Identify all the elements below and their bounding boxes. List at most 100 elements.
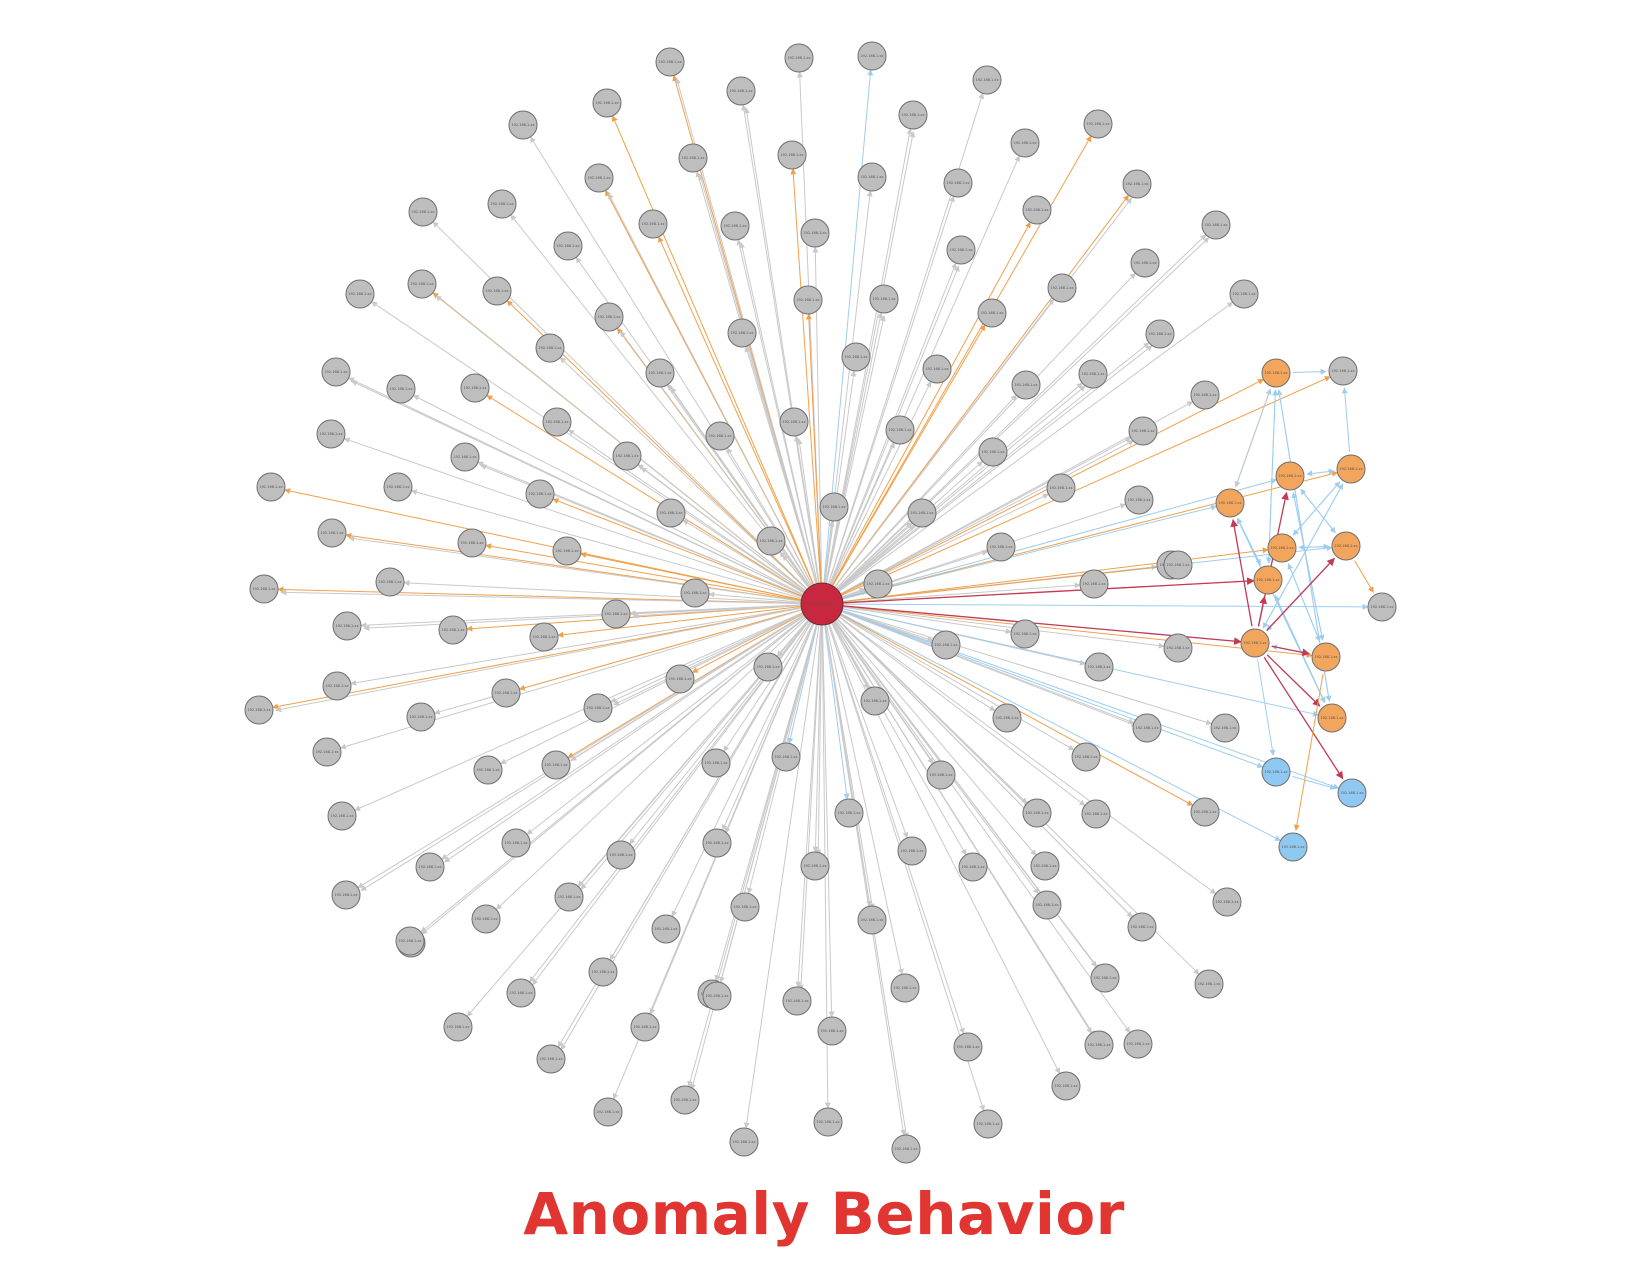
host-node[interactable]: 192.168.1.xx — [1032, 890, 1062, 920]
host-node[interactable]: 192.168.1.xx — [1081, 799, 1111, 829]
host-node[interactable]: 192.168.1.xx — [946, 235, 976, 265]
host-node[interactable]: 192.168.1.xx — [1190, 797, 1220, 827]
host-node[interactable]: 192.168.1.xx — [885, 415, 915, 445]
host-node[interactable]: 192.168.1.xx — [1190, 380, 1220, 410]
host-node[interactable]: 192.168.1.xx — [1163, 550, 1193, 580]
host-node[interactable]: 192.168.1.xx — [907, 498, 937, 528]
host-node[interactable]: 192.168.1.xx — [726, 76, 756, 106]
host-node[interactable]: 192.168.1.xx — [926, 760, 956, 790]
host-node[interactable]: 192.168.1.xx — [450, 442, 480, 472]
host-node[interactable]: 192.168.1.xx — [244, 695, 274, 725]
host-node[interactable]: 192.168.1.xx — [860, 686, 890, 716]
host-node[interactable]: 192.168.1.xx — [834, 798, 864, 828]
host-node[interactable]: 192.168.1.xx — [986, 532, 1016, 562]
host-node[interactable]: 192.168.1.xx — [1122, 169, 1152, 199]
host-node[interactable]: 192.168.1.xx — [1051, 1071, 1081, 1101]
host-node[interactable]: 192.168.1.xx — [1123, 1029, 1153, 1059]
host-node[interactable]: 192.168.1.xx — [972, 65, 1002, 95]
suspicious-node[interactable]: 192.168.1.xx — [1275, 461, 1305, 491]
host-node[interactable]: 192.168.1.xx — [630, 1012, 660, 1042]
suspicious-node[interactable]: 192.168.1.xx — [1311, 642, 1341, 672]
host-node[interactable]: 192.168.1.xx — [552, 536, 582, 566]
host-node[interactable]: 192.168.1.xx — [312, 737, 342, 767]
host-node[interactable]: 192.168.1.xx — [1127, 912, 1157, 942]
host-node[interactable]: 192.168.1.xx — [813, 1107, 843, 1137]
host-node[interactable]: 192.168.1.xx — [720, 211, 750, 241]
host-node[interactable]: 192.168.1.xx — [584, 163, 614, 193]
host-node[interactable]: 192.168.1.xx — [438, 615, 468, 645]
host-node[interactable]: 192.168.1.xx — [678, 143, 708, 173]
host-node[interactable]: 192.168.1.xx — [857, 905, 887, 935]
host-node[interactable]: 192.168.1.xx — [406, 702, 436, 732]
host-node[interactable]: 192.168.1.xx — [782, 986, 812, 1016]
host-node[interactable]: 192.168.1.xx — [800, 218, 830, 248]
host-node[interactable]: 192.168.1.xx — [891, 1134, 921, 1164]
host-node[interactable]: 192.168.1.xx — [1083, 109, 1113, 139]
host-node[interactable]: 192.168.1.xx — [793, 285, 823, 315]
target-node[interactable]: 192.168.1.xx — [1337, 778, 1367, 808]
host-node[interactable]: 192.168.1.xx — [1046, 473, 1076, 503]
host-node[interactable]: 192.168.1.xx — [1128, 416, 1158, 446]
host-node[interactable]: 192.168.1.xx — [487, 189, 517, 219]
host-node[interactable]: 192.168.1.xx — [256, 472, 286, 502]
host-node[interactable]: 192.168.1.xx — [508, 110, 538, 140]
host-node[interactable]: 192.168.1.xx — [897, 836, 927, 866]
host-node[interactable]: 192.168.1.xx — [408, 197, 438, 227]
host-node[interactable]: 192.168.1.xx — [332, 611, 362, 641]
host-node[interactable]: 192.168.1.xx — [541, 750, 571, 780]
host-node[interactable]: 192.168.1.xx — [386, 374, 416, 404]
host-node[interactable]: 192.168.1.xx — [1010, 128, 1040, 158]
host-node[interactable]: 192.168.1.xx — [922, 354, 952, 384]
host-node[interactable]: 192.168.1.xx — [890, 973, 920, 1003]
host-node[interactable]: 192.168.1.xx — [977, 298, 1007, 328]
host-node[interactable]: 192.168.1.xx — [898, 100, 928, 130]
host-node[interactable]: 192.168.1.xx — [680, 578, 710, 608]
host-node[interactable]: 192.168.1.xx — [702, 828, 732, 858]
host-node[interactable]: 192.168.1.xx — [978, 437, 1008, 467]
host-node[interactable]: 192.168.1.xx — [705, 421, 735, 451]
host-node[interactable]: 192.168.1.xx — [771, 742, 801, 772]
suspicious-node[interactable]: 192.168.1.xx — [1336, 454, 1366, 484]
host-node[interactable]: 192.168.1.xx — [702, 981, 732, 1011]
host-node[interactable]: 192.168.1.xx — [1022, 195, 1052, 225]
host-node[interactable]: 192.168.1.xx — [857, 41, 887, 71]
host-node[interactable]: 192.168.1.xx — [943, 168, 973, 198]
host-node[interactable]: 192.168.1.xx — [542, 407, 572, 437]
host-node[interactable]: 192.168.1.xx — [1130, 248, 1160, 278]
host-node[interactable]: 192.168.1.xx — [395, 926, 425, 956]
host-node[interactable]: 192.168.1.xx — [1079, 569, 1109, 599]
host-node[interactable]: 192.168.1.xx — [1090, 963, 1120, 993]
suspicious-node[interactable]: 192.168.1.xx — [1240, 628, 1270, 658]
host-node[interactable]: 192.168.1.xx — [321, 357, 351, 387]
host-node[interactable]: 192.168.1.xx — [525, 479, 555, 509]
host-node[interactable]: 192.168.1.xx — [1201, 210, 1231, 240]
host-node[interactable]: 192.168.1.xx — [1084, 652, 1114, 682]
host-node[interactable]: 192.168.1.xx — [501, 828, 531, 858]
host-node[interactable]: 192.168.1.xx — [316, 419, 346, 449]
host-node[interactable]: 192.168.1.xx — [973, 1109, 1003, 1139]
host-node[interactable]: 192.168.1.xx — [1124, 485, 1154, 515]
host-node[interactable]: 192.168.1.xx — [594, 302, 624, 332]
target-node[interactable]: 192.168.1.xx — [1261, 757, 1291, 787]
suspicious-node[interactable]: 192.168.1.xx — [1317, 703, 1347, 733]
host-node[interactable]: 192.168.1.xx — [638, 209, 668, 239]
host-node[interactable]: 192.168.1.xx — [606, 840, 636, 870]
host-node[interactable]: 192.168.1.xx — [1163, 633, 1193, 663]
host-node[interactable]: 192.168.1.xx — [529, 622, 559, 652]
host-node[interactable]: 192.168.1.xx — [482, 276, 512, 306]
host-node[interactable]: 192.168.1.xx — [407, 269, 437, 299]
host-node[interactable]: 192.168.1.xx — [322, 671, 352, 701]
host-node[interactable]: 192.168.1.xx — [593, 1097, 623, 1127]
host-node[interactable]: 192.168.1.xx — [375, 567, 405, 597]
host-node[interactable]: 192.168.1.xx — [383, 472, 413, 502]
host-node[interactable]: 192.168.1.xx — [819, 492, 849, 522]
host-node[interactable]: 192.168.1.xx — [1010, 619, 1040, 649]
host-node[interactable]: 192.168.1.xx — [655, 47, 685, 77]
host-node[interactable]: 192.168.1.xx — [612, 441, 642, 471]
host-node[interactable]: 192.168.1.xx — [656, 498, 686, 528]
host-node[interactable]: 192.168.1.xx — [958, 852, 988, 882]
host-node[interactable]: 192.168.1.xx — [727, 318, 757, 348]
suspicious-node[interactable]: 192.168.1.xx — [1253, 565, 1283, 595]
host-node[interactable]: 192.168.1.xx — [443, 1012, 473, 1042]
host-node[interactable]: 192.168.1.xx — [460, 373, 490, 403]
